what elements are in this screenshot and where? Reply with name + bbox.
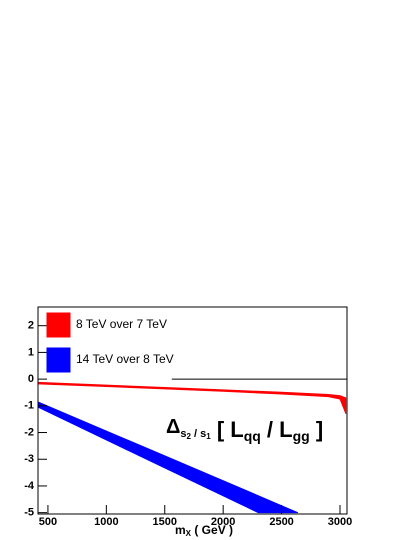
x-tick-label: 1500 xyxy=(153,516,177,528)
annotation-part: 2 xyxy=(187,432,192,441)
legend-label: 8 TeV over 7 TeV xyxy=(76,317,167,331)
x-label-part: m xyxy=(175,523,186,537)
y-tick-label: 2 xyxy=(28,320,34,332)
x-tick-label: 2000 xyxy=(211,516,235,528)
annotation-part: Δ xyxy=(166,416,180,438)
x-tick-label: 1000 xyxy=(94,516,118,528)
legend-label: 14 TeV over 8 TeV xyxy=(76,352,174,366)
y-tick-label: -5 xyxy=(24,507,34,519)
annotation-part: / L xyxy=(261,417,293,442)
y-tick-label: -3 xyxy=(24,453,34,465)
annotation-part: s xyxy=(180,428,186,440)
annotation-part: ] xyxy=(310,417,323,442)
band xyxy=(38,401,299,514)
y-tick-label: 0 xyxy=(28,373,34,385)
y-tick-label: -2 xyxy=(24,426,34,438)
legend-swatch xyxy=(46,347,71,373)
frame xyxy=(37,306,348,515)
annotation-part: [ L xyxy=(211,417,244,442)
legend-swatch xyxy=(46,312,71,338)
x-tick-label: 2500 xyxy=(269,516,293,528)
x-tick-label: 3000 xyxy=(328,516,352,528)
plot xyxy=(38,378,347,514)
band xyxy=(38,381,347,414)
y-tick-label: 1 xyxy=(28,346,34,358)
annotation-part: / s xyxy=(191,428,206,440)
annotation: Δs2 / s1 [ Lqq / Lgg ] xyxy=(166,416,323,443)
annotation-part: gg xyxy=(293,428,310,444)
x-label-part: X xyxy=(186,529,192,538)
annotation-part: qq xyxy=(244,428,261,444)
y-tick-label: -4 xyxy=(24,480,35,492)
y-tick-label: -1 xyxy=(24,400,34,412)
x-axis-label: mX ( GeV ) xyxy=(175,523,233,538)
annotation-part: 1 xyxy=(206,432,211,441)
x-tick-label: 500 xyxy=(39,516,57,528)
x-label-part: ( GeV ) xyxy=(191,523,233,537)
